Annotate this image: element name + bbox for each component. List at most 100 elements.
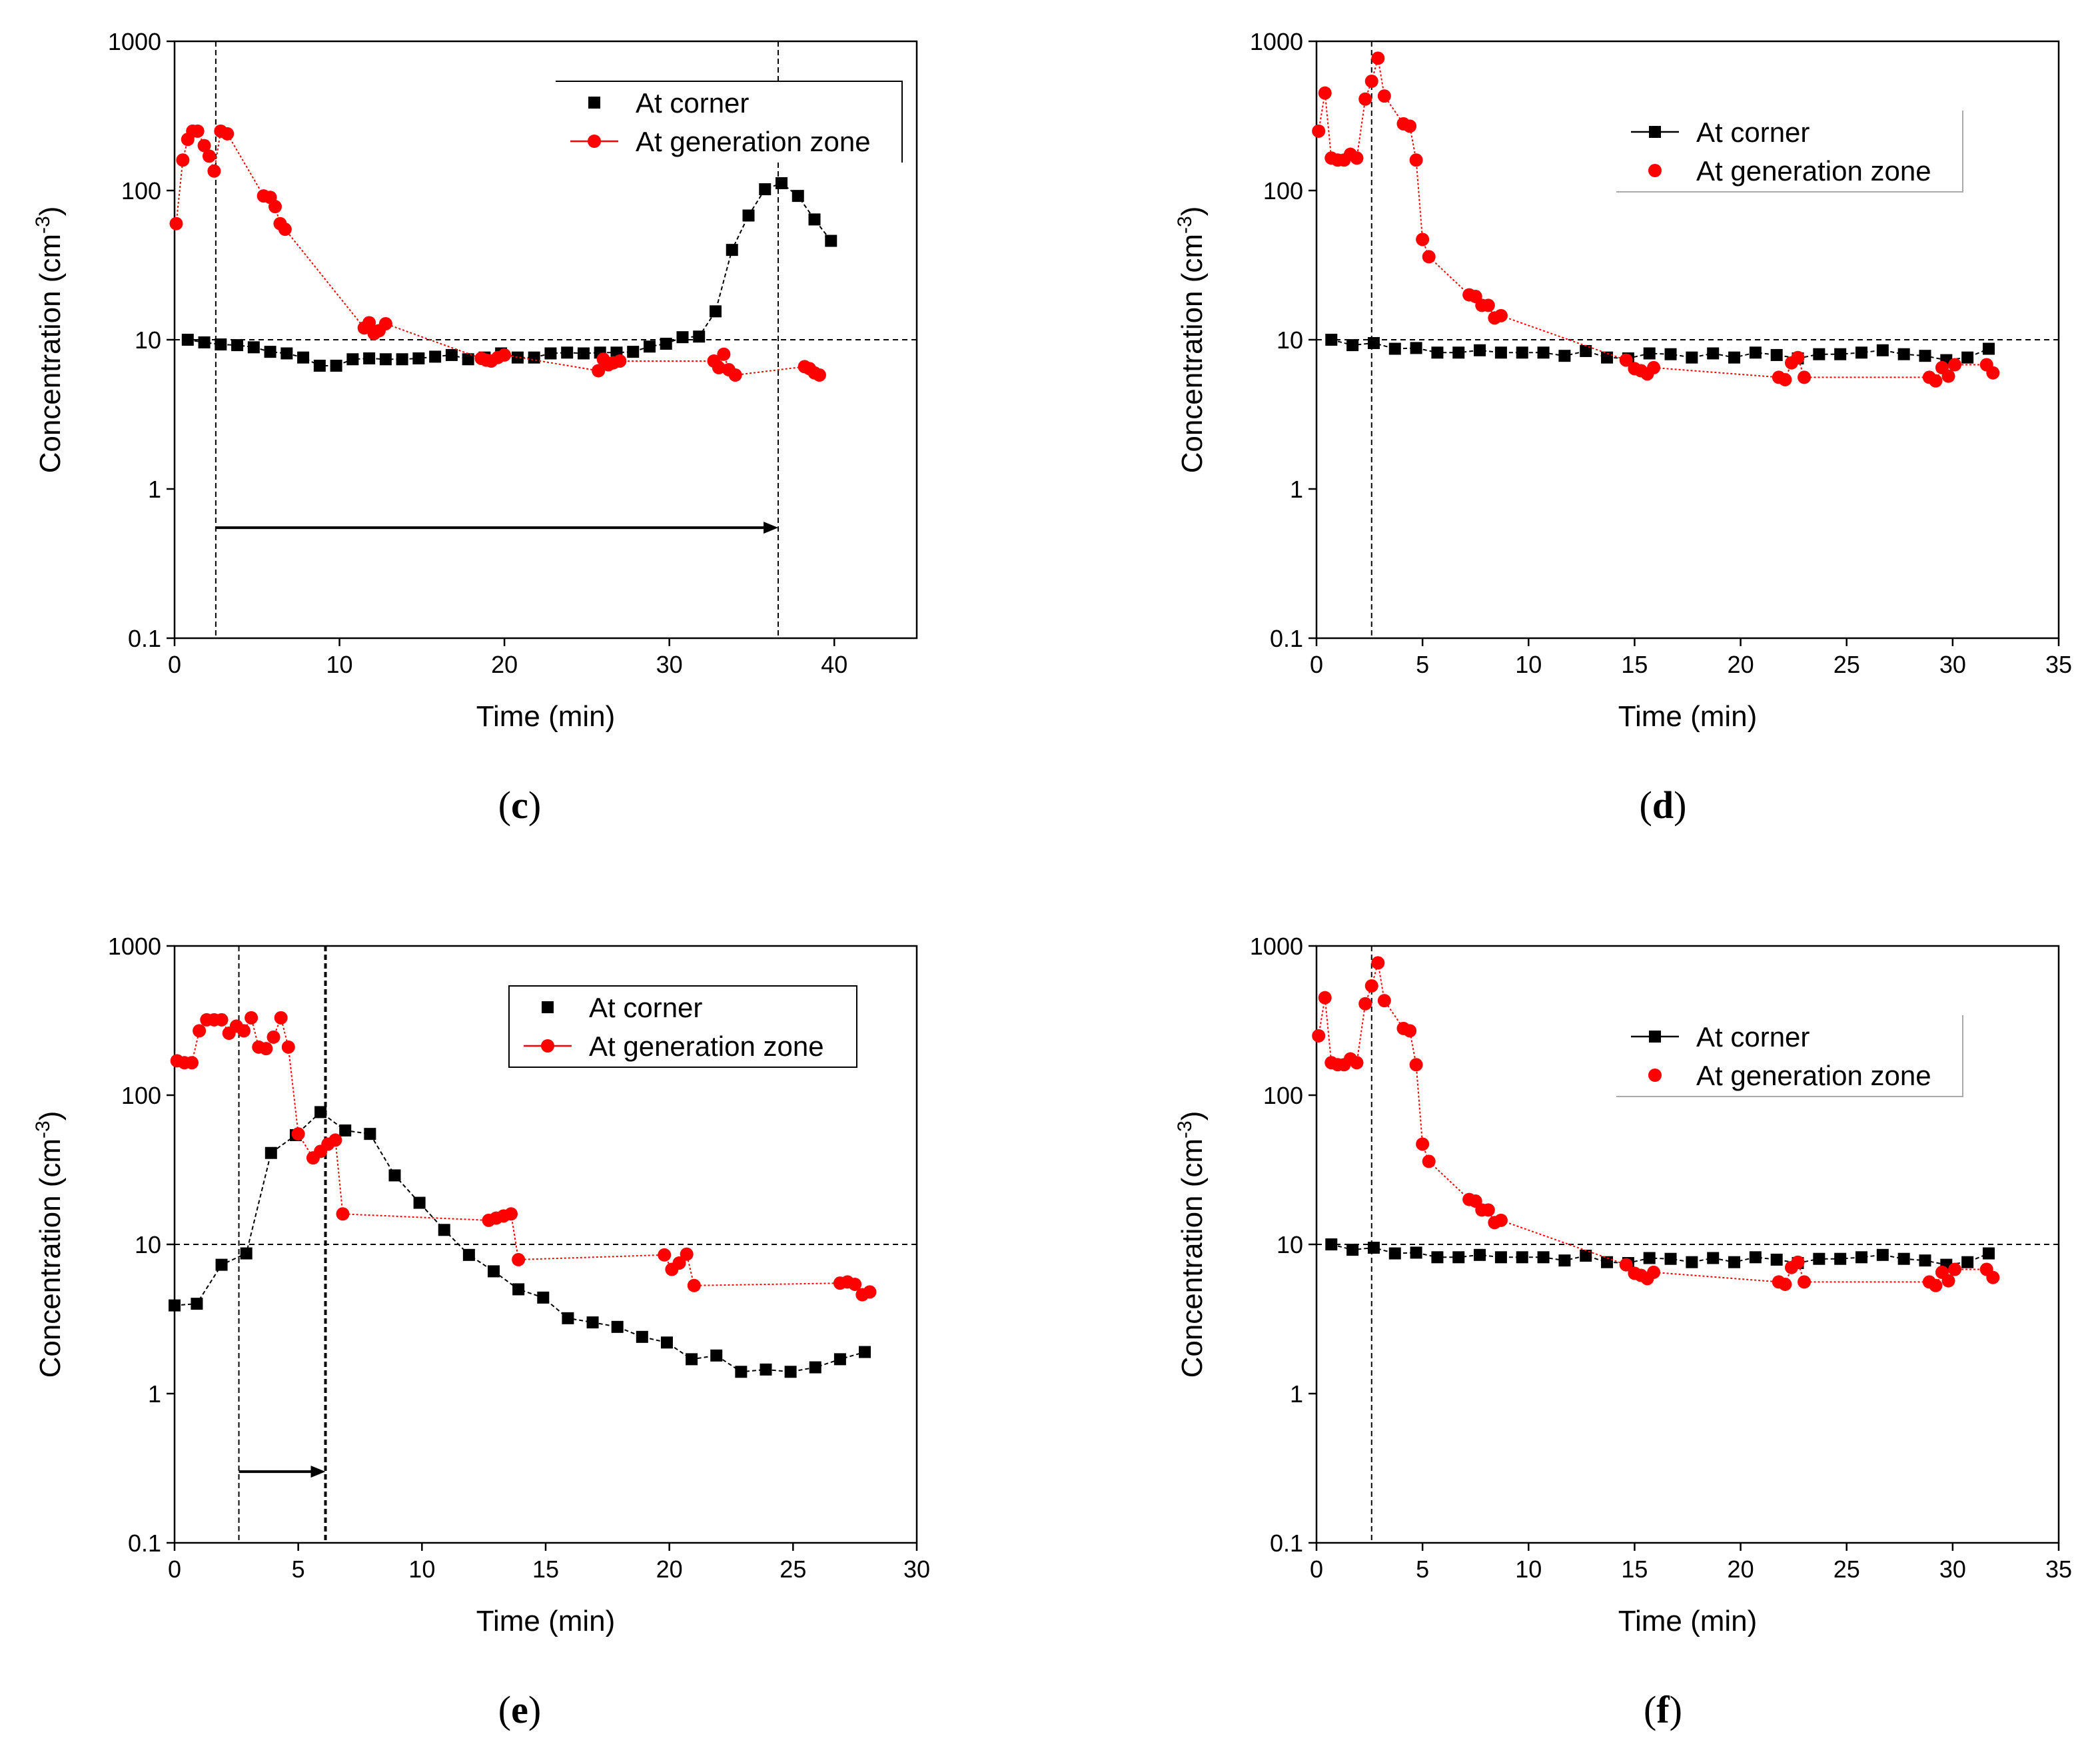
legend-label: At corner [589,992,702,1023]
data-point-circle [176,153,190,167]
data-point-circle [1481,1203,1495,1217]
data-point-circle [512,1252,526,1266]
data-point-square [1580,344,1592,357]
x-axis-title: Time (min) [476,1605,616,1637]
series-at-corner [1325,334,1995,366]
data-point-circle [169,217,183,230]
data-point-circle [362,316,376,330]
data-point-circle [278,222,292,236]
data-point-square [1982,342,1995,355]
caption-open: ( [1640,783,1652,827]
x-tick-label: 0 [1310,651,1323,678]
data-point-square [1580,1249,1592,1262]
data-point-circle [498,348,512,362]
data-point-square [1474,344,1486,356]
y-tick-label: 100 [1263,1082,1303,1109]
data-point-circle [274,1011,288,1025]
legend-circle-marker [1648,1069,1662,1082]
data-point-square [330,359,342,372]
data-point-square [1558,350,1571,362]
legend-square-marker [1649,1031,1661,1043]
y-axis-title-main: Concentration (cm [1176,234,1209,473]
data-point-square [1388,342,1401,355]
data-point-circle [1986,366,2000,380]
data-point-circle [672,1256,686,1270]
data-point-square [1876,344,1889,356]
caption-letter: c [511,783,528,827]
data-point-square [1961,1256,1974,1268]
caption-open: ( [498,783,511,827]
series-line [1318,963,1994,1287]
panel-caption: (f) [1644,1688,1682,1731]
data-point-square [1558,1254,1571,1267]
x-tick-label: 20 [656,1555,683,1583]
data-point-square [1749,346,1762,359]
data-point-square [742,209,755,222]
y-tick-label: 1000 [108,28,161,55]
caption-close: ) [1670,1688,1682,1731]
legend-circle-marker [588,135,601,148]
data-point-circle [1416,232,1430,246]
data-point-circle [197,139,211,153]
data-point-circle [1798,1275,1812,1289]
data-point-square [562,1312,574,1324]
data-point-circle [1318,86,1332,100]
series-at-generation-zone [1312,956,2000,1292]
data-point-square [413,1196,426,1209]
y-tick-label: 0.1 [128,625,161,652]
y-tick-label: 0.1 [128,1530,161,1557]
data-point-circle [1647,360,1661,374]
data-point-square [280,347,293,360]
y-axis-title-close: ) [1176,207,1209,217]
x-tick-label: 15 [532,1555,559,1583]
caption-letter: d [1652,783,1674,827]
legend-circle-marker [1648,164,1662,177]
data-point-circle [1494,308,1508,322]
data-point-square [412,352,425,364]
data-point-square [1410,342,1422,354]
data-point-square [544,347,557,360]
data-point-circle [1377,89,1391,103]
data-point-square [660,1336,673,1349]
y-tick-label: 10 [135,1231,161,1258]
data-point-circle [191,124,205,138]
caption-close: ) [528,1688,541,1731]
data-point-circle [1941,369,1955,383]
data-point-square [215,338,227,351]
data-point-circle [592,364,606,378]
y-axis-title-superscript: -3 [1174,216,1196,234]
data-point-circle [1791,1255,1805,1269]
data-point-circle [291,1127,305,1141]
legend-border [556,81,903,163]
data-point-square [1686,1256,1698,1268]
data-point-square [1664,348,1677,360]
data-point-square [776,177,788,189]
legend-label: At corner [636,87,749,119]
x-tick-label: 20 [491,651,518,678]
caption-letter: f [1656,1688,1670,1731]
legend: At corner At generation zone [1616,1015,1963,1097]
x-tick-label: 20 [1728,1555,1754,1583]
data-point-square [1325,334,1338,346]
data-point-square [1431,1251,1444,1264]
data-point-square [1897,1252,1910,1265]
data-point-circle [1350,1056,1364,1070]
data-point-circle [1494,1213,1508,1227]
series-line [187,182,832,366]
y-axis-title-superscript: -3 [32,1120,54,1138]
y-axis-title-main: Concentration (cm [34,1138,67,1378]
data-point-square [586,1316,599,1329]
data-point-square [1367,336,1380,349]
y-axis-title-close: ) [34,207,67,217]
x-tick-label: 5 [292,1555,305,1583]
series-line [175,130,820,376]
data-point-square [676,331,689,344]
data-point-square [181,334,194,346]
data-point-circle [221,127,235,141]
data-point-circle [1778,1277,1792,1291]
x-tick-label: 0 [168,651,181,678]
data-point-square [833,1353,846,1366]
data-point-circle [328,1133,342,1147]
data-point-circle [1358,997,1372,1011]
